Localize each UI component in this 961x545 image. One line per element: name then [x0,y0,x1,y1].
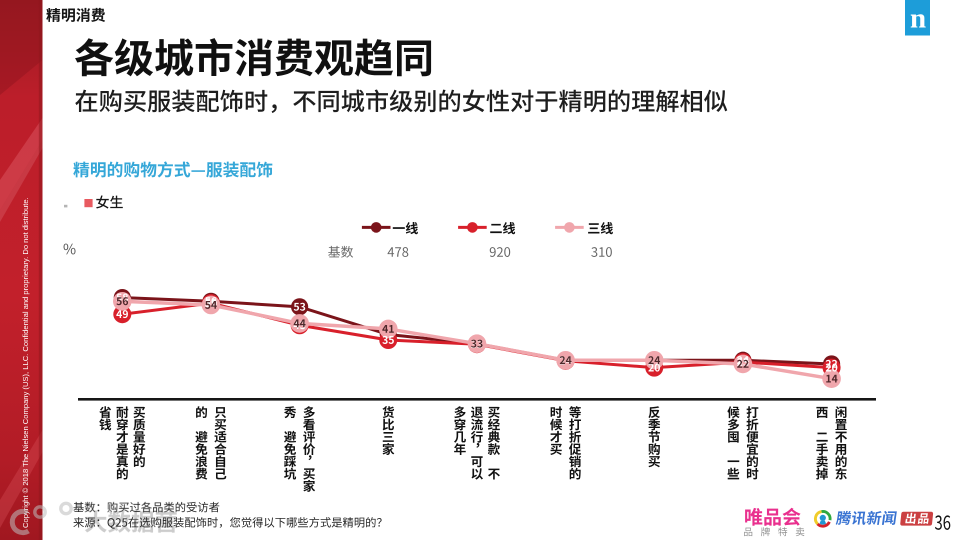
svg-text:n: n [910,3,926,35]
svg-text:Copyright © 2018 The Nielsen C: Copyright © 2018 The Nielsen Company (US… [21,197,30,528]
